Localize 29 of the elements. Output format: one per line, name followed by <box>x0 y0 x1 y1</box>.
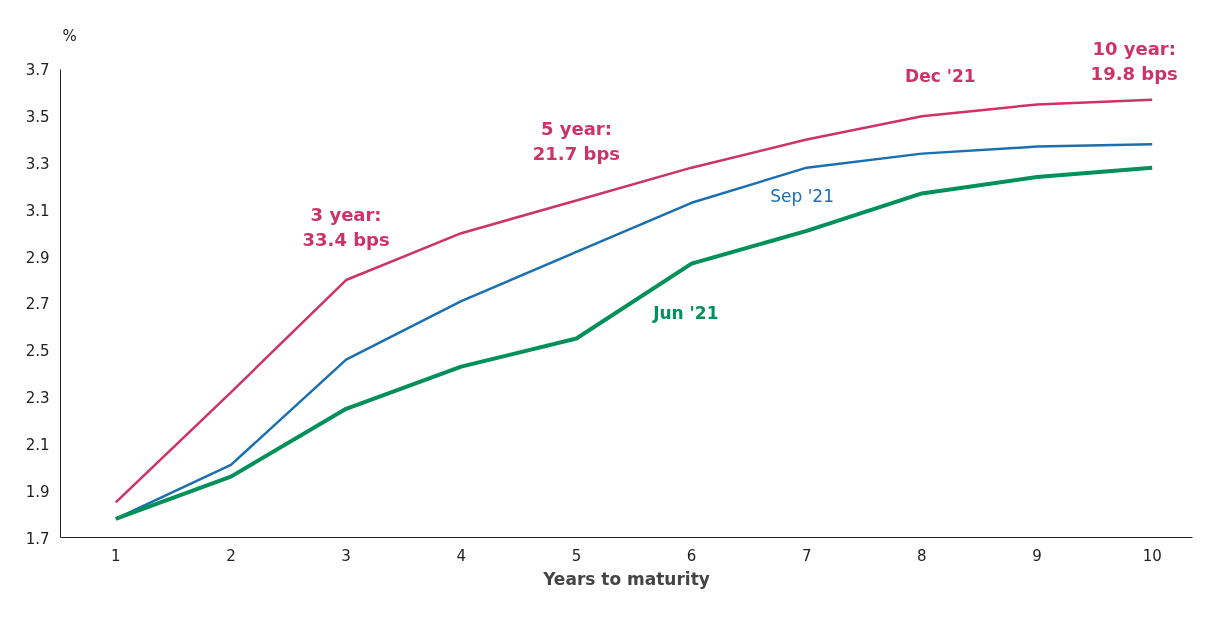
y-axis-title: % <box>62 27 77 46</box>
y-tick-label: 2.9 <box>25 248 50 267</box>
y-tick-label: 2.7 <box>25 295 50 314</box>
y-tick-label: 3.3 <box>25 154 50 173</box>
x-tick-label: 2 <box>226 546 236 565</box>
x-tick-label: 4 <box>456 546 467 565</box>
y-tick-label: 1.7 <box>25 529 50 548</box>
annotation: 5 year: 21.7 bps <box>532 118 620 165</box>
y-tick-label: 3.5 <box>25 108 50 127</box>
y-tick-label: 2.1 <box>25 435 50 454</box>
series-label: Sep '21 <box>770 185 834 206</box>
x-tick-label: 10 <box>1142 546 1162 565</box>
x-tick-label: 9 <box>1032 546 1042 565</box>
y-tick-label: 2.5 <box>25 342 50 361</box>
x-tick-label: 7 <box>801 546 812 565</box>
series-label: Jun '21 <box>652 302 719 323</box>
y-tick-label: 3.1 <box>25 201 50 220</box>
series-label: Dec '21 <box>905 66 976 87</box>
y-tick-label: 2.3 <box>25 389 50 408</box>
annotation: 10 year: 19.8 bps <box>1090 37 1178 84</box>
y-tick-label: 1.9 <box>25 482 50 501</box>
x-tick-label: 8 <box>917 546 927 565</box>
x-tick-label: 6 <box>686 546 697 565</box>
y-tick-label: 3.7 <box>25 61 50 80</box>
x-tick-label: 1 <box>111 546 121 565</box>
annotation: 3 year: 33.4 bps <box>302 203 390 251</box>
x-tick-label: 3 <box>341 546 351 565</box>
x-axis-title: Years to maturity <box>542 568 710 589</box>
x-tick-label: 5 <box>571 546 582 565</box>
